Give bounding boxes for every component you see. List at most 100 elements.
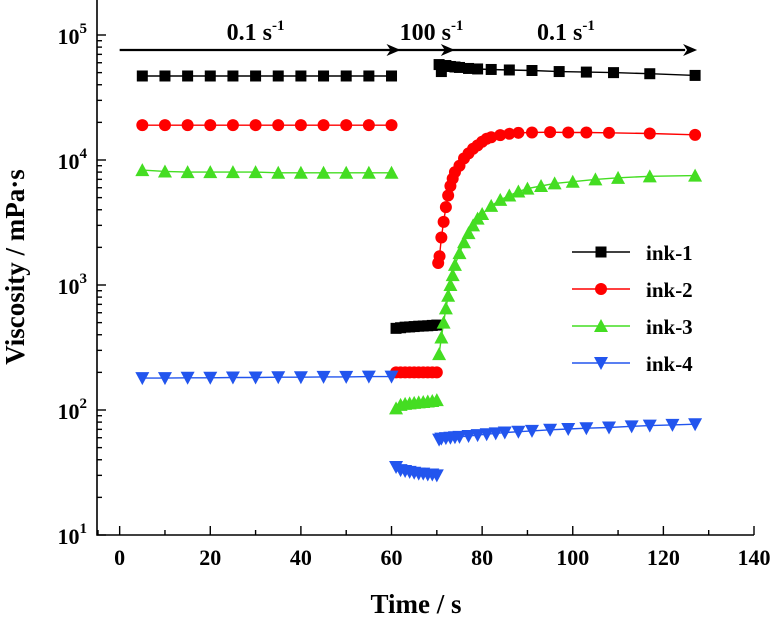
- x-tick-label: 20: [199, 545, 221, 570]
- data-point: [248, 165, 263, 179]
- data-point: [204, 70, 216, 82]
- data-point: [429, 469, 444, 483]
- series-ink-1: [136, 59, 701, 334]
- data-point: [488, 427, 503, 441]
- data-point: [362, 119, 375, 132]
- data-point: [452, 430, 467, 444]
- legend-marker: [595, 246, 607, 258]
- data-point: [438, 301, 453, 315]
- data-point: [588, 172, 603, 186]
- legend-item: ink-3: [572, 315, 693, 339]
- data-point: [493, 192, 508, 206]
- data-point: [608, 67, 620, 79]
- y-tick-label: 105: [58, 21, 88, 49]
- data-point: [562, 126, 575, 139]
- x-tick-label: 0: [114, 545, 125, 570]
- data-point: [643, 127, 656, 140]
- data-point: [204, 119, 217, 132]
- data-point: [339, 165, 354, 179]
- data-point: [429, 393, 444, 407]
- data-point: [226, 119, 239, 132]
- data-point: [580, 126, 593, 139]
- data-point: [135, 163, 150, 177]
- data-point: [485, 63, 497, 75]
- data-point: [436, 315, 451, 329]
- data-point: [497, 426, 512, 440]
- data-point: [689, 69, 701, 81]
- data-point: [181, 119, 194, 132]
- data-point: [225, 165, 240, 179]
- data-point: [689, 128, 702, 141]
- x-tick-label: 120: [647, 545, 680, 570]
- series-ink-4: [135, 370, 703, 483]
- data-point: [136, 70, 148, 82]
- data-point: [457, 235, 472, 249]
- data-point: [157, 164, 172, 178]
- data-point: [340, 119, 353, 132]
- data-point: [317, 119, 330, 132]
- data-point: [136, 119, 149, 132]
- data-point: [447, 257, 462, 271]
- data-point: [466, 218, 481, 232]
- plot-area: [135, 59, 703, 483]
- data-point: [445, 268, 460, 282]
- data-point: [453, 61, 465, 73]
- legend-label: ink-1: [646, 241, 693, 265]
- data-point: [525, 126, 538, 139]
- data-point: [430, 366, 443, 379]
- data-point: [386, 70, 398, 82]
- data-point: [603, 126, 616, 139]
- data-point: [484, 198, 499, 212]
- legend-label: ink-4: [646, 352, 693, 376]
- legend-marker: [594, 319, 608, 332]
- data-point: [385, 119, 398, 132]
- data-point: [272, 70, 284, 82]
- legend-item: ink-4: [572, 352, 693, 376]
- data-point: [271, 165, 286, 179]
- series-ink-3: [135, 163, 703, 415]
- data-point: [203, 371, 218, 385]
- data-point: [225, 371, 240, 385]
- data-point: [688, 418, 703, 432]
- data-point: [512, 126, 525, 139]
- legend-label: ink-2: [646, 278, 693, 302]
- data-point: [437, 215, 450, 228]
- data-point: [642, 419, 657, 433]
- y-tick-label: 102: [58, 396, 88, 424]
- data-point: [227, 70, 239, 82]
- data-point: [461, 226, 476, 240]
- data-point: [526, 64, 538, 76]
- data-point: [642, 169, 657, 183]
- data-point: [503, 64, 515, 76]
- data-point: [602, 421, 617, 435]
- data-point: [432, 347, 447, 361]
- legend-item: ink-1: [572, 241, 693, 265]
- data-point: [688, 168, 703, 182]
- y-tick-label: 104: [58, 146, 88, 174]
- data-point: [470, 429, 485, 443]
- data-point: [565, 174, 580, 188]
- data-point: [159, 70, 171, 82]
- data-point: [435, 231, 448, 244]
- series-ink-2: [136, 119, 702, 379]
- data-point: [544, 126, 557, 139]
- data-point: [452, 246, 467, 260]
- phase-label: 100 s-1: [400, 18, 464, 46]
- shear-rate-phases: 0.1 s-1 100 s-1 0.1 s-1: [119, 18, 698, 56]
- legend-label: ink-3: [646, 315, 693, 339]
- x-tick-label: 60: [381, 545, 403, 570]
- data-point: [158, 119, 171, 132]
- phase-label: 0.1 s-1: [537, 18, 595, 46]
- data-point: [439, 201, 452, 214]
- data-point: [644, 68, 656, 80]
- data-point: [524, 424, 539, 438]
- data-point: [249, 119, 262, 132]
- y-tick-label: 101: [58, 521, 88, 549]
- series-line: [142, 375, 392, 379]
- data-point: [182, 70, 194, 82]
- data-point: [271, 371, 286, 385]
- data-point: [384, 370, 399, 384]
- series-line: [142, 169, 392, 174]
- data-point: [547, 176, 562, 190]
